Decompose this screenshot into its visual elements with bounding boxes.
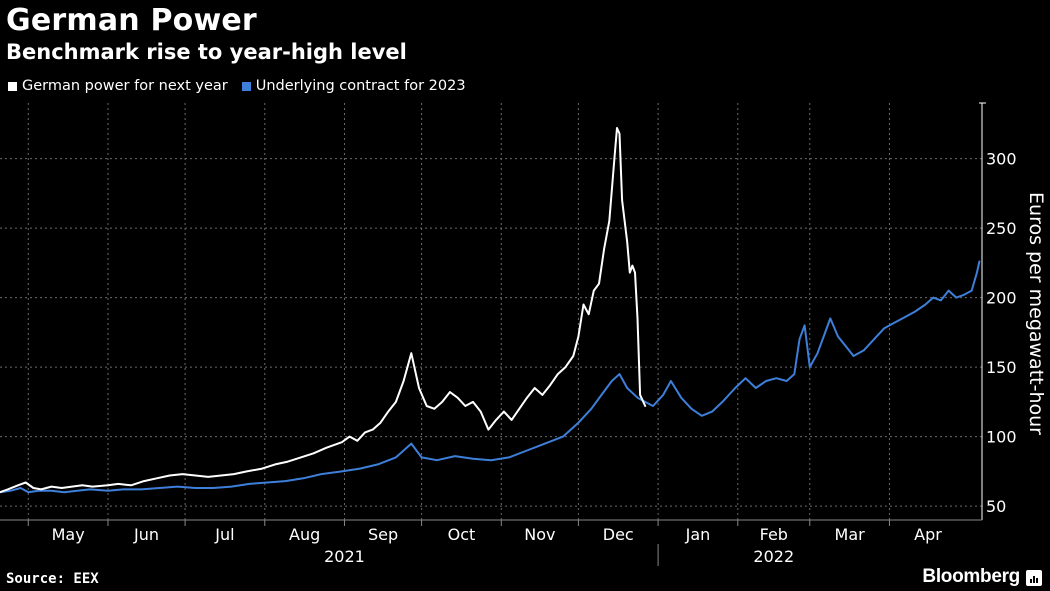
chart-title: German Power <box>6 3 257 38</box>
legend-label-white: German power for next year <box>22 78 228 94</box>
year-label: 2022 <box>753 547 794 566</box>
year-label: 2021 <box>324 547 365 566</box>
x-tick-label: Jan <box>685 525 711 544</box>
legend-label-blue: Underlying contract for 2023 <box>255 78 466 94</box>
y-axis-title: Euros per megawatt-hour <box>1025 192 1047 435</box>
y-tick-label: 200 <box>986 289 1017 308</box>
y-tick-label: 50 <box>986 497 1006 516</box>
legend: German power for next year Underlying co… <box>8 78 466 94</box>
x-tick-label: May <box>52 525 85 544</box>
x-tick-label: Feb <box>760 525 788 544</box>
x-tick-label: Jun <box>133 525 159 544</box>
x-tick-label: Oct <box>448 525 476 544</box>
legend-swatch-blue <box>241 81 251 91</box>
y-tick-label: 150 <box>986 358 1017 377</box>
legend-swatch-white <box>8 81 17 91</box>
x-tick-label: Sep <box>368 525 398 544</box>
y-tick-label: 100 <box>986 428 1017 447</box>
bloomberg-chart-icon <box>1026 570 1042 586</box>
x-tick-label: Mar <box>835 525 866 544</box>
series-line-next-year <box>0 127 647 494</box>
y-tick-label: 250 <box>986 219 1017 238</box>
legend-item-white: German power for next year <box>8 78 228 94</box>
x-tick-label: Nov <box>524 525 555 544</box>
x-tick-label: Dec <box>603 525 634 544</box>
x-tick-label: Jul <box>214 525 234 544</box>
x-tick-label: Aug <box>289 525 320 544</box>
series-line-2023 <box>0 260 981 494</box>
x-tick-label: Apr <box>914 525 942 544</box>
source-note: Source: EEX <box>6 571 99 587</box>
y-tick-label: 300 <box>986 150 1017 169</box>
brand-logo: Bloomberg <box>922 566 1020 587</box>
legend-item-blue: Underlying contract for 2023 <box>241 78 466 94</box>
chart-subtitle: Benchmark rise to year-high level <box>6 40 407 64</box>
